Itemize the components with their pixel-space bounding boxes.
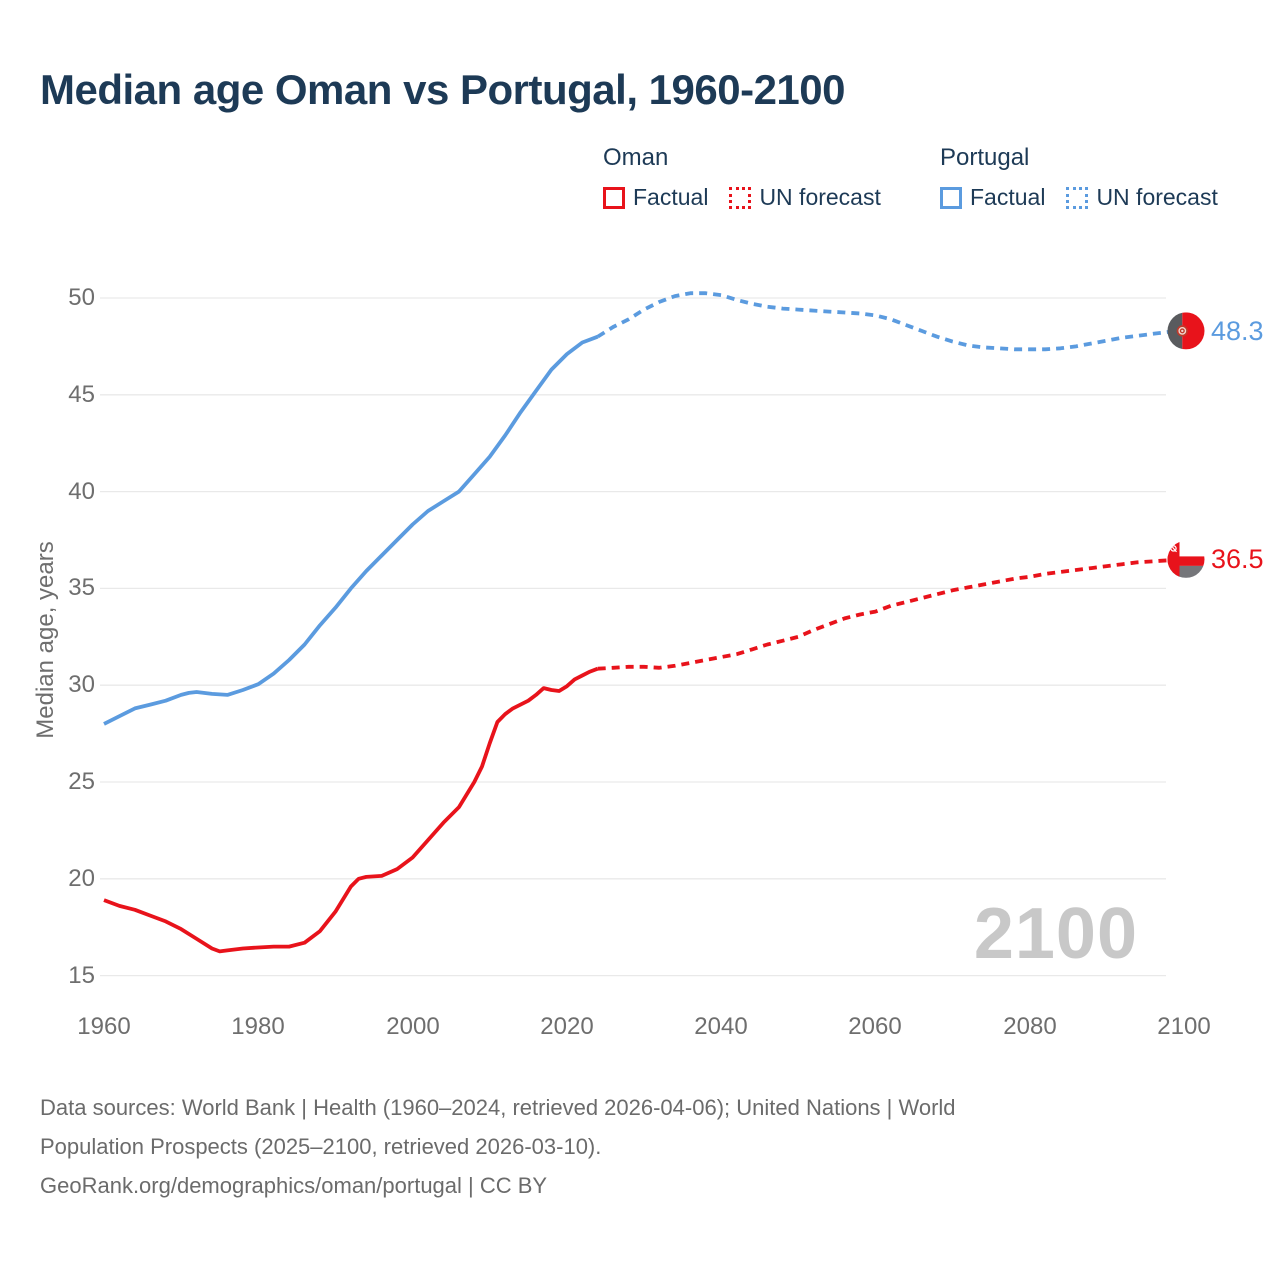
legend-swatch-solid-blue-icon [940, 186, 962, 209]
y-tick-label-40: 40 [68, 478, 95, 505]
x-tick-label-2080: 2080 [1003, 1013, 1057, 1040]
portugal-flag-icon [1167, 312, 1205, 350]
oman-flag-icon [1167, 540, 1205, 578]
data-sources-footer: Data sources: World Bank | Health (1960–… [40, 1088, 956, 1205]
footer-line-2: Population Prospects (2025–2100, retriev… [40, 1134, 602, 1159]
year-watermark: 2100 [973, 894, 1138, 974]
series-line-portugal-un-forecast [596, 291, 1185, 352]
x-tick-label-2000: 2000 [386, 1013, 440, 1040]
legend-item-label: UN forecast [1096, 184, 1218, 210]
x-tick-label-2020: 2020 [540, 1013, 594, 1040]
x-tick-label-2100: 2100 [1157, 1013, 1211, 1040]
y-tick-label-30: 30 [68, 671, 95, 698]
legend-swatch-dotted-red-icon [729, 186, 752, 209]
legend-item-label: Factual [633, 184, 709, 210]
legend-group-portugal: Portugal Factual UN forecast [940, 144, 1218, 211]
y-tick-label-15: 15 [68, 962, 95, 989]
x-tick-label-2060: 2060 [848, 1013, 902, 1040]
legend-swatch-dotted-blue-icon [1066, 186, 1089, 209]
legend-item-portugal-factual: Factual [940, 184, 1045, 211]
y-axis-title: Median age, years [32, 541, 59, 739]
legend-item-label: Factual [970, 184, 1046, 210]
y-tick-label-20: 20 [68, 865, 95, 892]
footer-line-1: Data sources: World Bank | Health (1960–… [40, 1095, 956, 1120]
legend-row: Factual UN forecast [940, 184, 1218, 211]
x-tick-label-1980: 1980 [231, 1013, 285, 1040]
y-tick-label-45: 45 [68, 381, 95, 408]
end-value-label-portugal: 48.3 [1211, 316, 1264, 346]
legend-item-oman-factual: Factual [603, 184, 708, 211]
y-tick-label-35: 35 [68, 574, 95, 601]
series-line-oman-factual [103, 666, 599, 954]
legend-row: Factual UN forecast [603, 184, 881, 211]
x-tick-label-2040: 2040 [694, 1013, 748, 1040]
series-line-portugal-factual [103, 334, 599, 726]
legend-group-oman: Oman Factual UN forecast [603, 144, 881, 211]
chart-title: Median age Oman vs Portugal, 1960-2100 [40, 66, 846, 113]
legend-group-title: Oman [603, 144, 669, 171]
series-line-oman-un-forecast [597, 557, 1185, 671]
legend-item-portugal-forecast: UN forecast [1066, 184, 1218, 211]
legend-swatch-solid-red-icon [603, 186, 625, 209]
end-value-label-oman: 36.5 [1211, 544, 1264, 574]
legend-group-title: Portugal [940, 144, 1030, 171]
x-tick-label-1960: 1960 [77, 1013, 131, 1040]
legend-item-label: UN forecast [759, 184, 881, 210]
legend-item-oman-forecast: UN forecast [729, 184, 881, 211]
y-tick-label-50: 50 [68, 284, 95, 311]
footer-line-3: GeoRank.org/demographics/oman/portugal |… [40, 1173, 548, 1198]
y-tick-label-25: 25 [68, 768, 95, 795]
